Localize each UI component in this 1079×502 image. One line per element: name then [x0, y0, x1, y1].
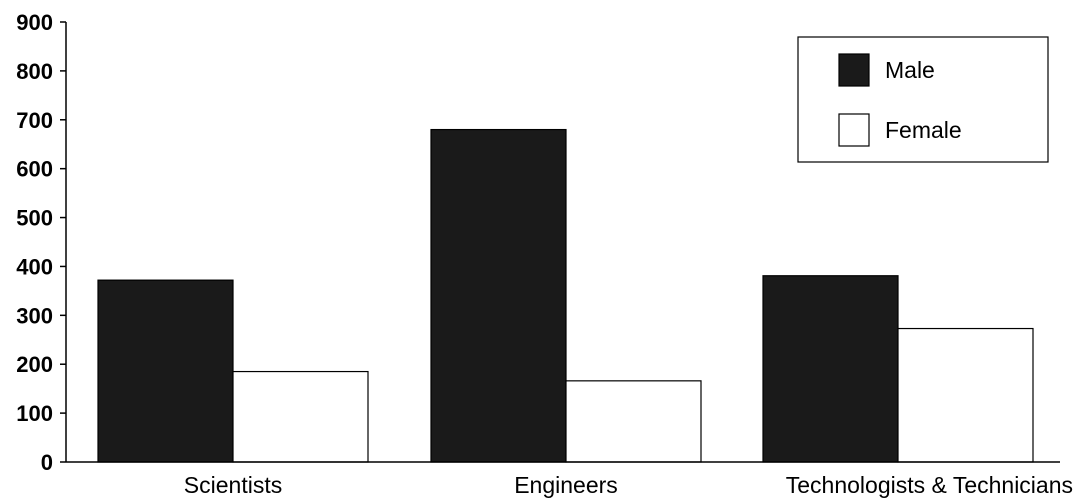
bar-male-1 — [430, 128, 567, 463]
y-tick-label: 900 — [16, 10, 53, 35]
legend-swatch-female — [838, 113, 870, 147]
legend-box — [797, 36, 1049, 163]
y-tick-label: 600 — [16, 157, 53, 182]
bar-male-0 — [97, 279, 234, 463]
x-tick-label: Scientists — [184, 472, 282, 498]
y-tick-label: 500 — [16, 206, 53, 231]
x-tick-label: Engineers — [514, 472, 618, 498]
bar-male-2 — [762, 275, 899, 463]
legend-label-female: Female — [885, 117, 962, 143]
y-axis: 0 100 200 300 400 500 600 700 800 900 — [16, 10, 67, 475]
bar-female-0 — [232, 370, 369, 463]
legend-swatch-male — [838, 53, 870, 87]
y-tick-label: 100 — [16, 401, 53, 426]
x-tick-label: Technologists & Technicians — [786, 472, 1073, 498]
y-tick-label: 700 — [16, 108, 53, 133]
bar-female-2 — [897, 327, 1034, 463]
y-tick-label: 800 — [16, 59, 53, 84]
y-tick-label: 300 — [16, 303, 53, 328]
y-tick-label: 0 — [41, 450, 53, 475]
y-tick-label: 200 — [16, 352, 53, 377]
bars — [97, 128, 1034, 463]
bar-female-1 — [565, 380, 702, 463]
x-axis: Scientists Engineers Technologists & Techn… — [66, 461, 1073, 498]
y-tick-label: 400 — [16, 254, 53, 279]
legend-label-male: Male — [885, 57, 935, 83]
legend: Male Female — [797, 36, 1049, 163]
